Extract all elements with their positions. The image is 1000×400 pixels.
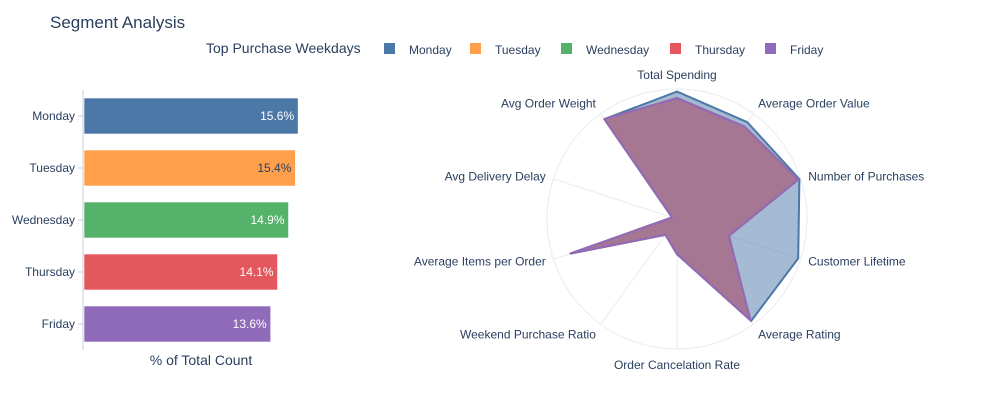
radar-axis-label-avg-delivery-delay: Avg Delivery Delay bbox=[445, 169, 546, 183]
radar-axis-label-order-cancelation-rate: Order Cancelation Rate bbox=[614, 358, 740, 372]
radar-axis-label-number-of-purchases: Number of Purchases bbox=[808, 169, 924, 183]
bar-tick-label-wednesday: Wednesday bbox=[12, 213, 75, 227]
bar-monday bbox=[83, 97, 299, 135]
bar-wednesday bbox=[83, 201, 289, 239]
bar-tick-label-monday: Monday bbox=[32, 109, 75, 123]
bar-data-label-friday: 13.6% bbox=[233, 317, 267, 331]
bar-data-label-wednesday: 14.9% bbox=[251, 213, 285, 227]
radar-axis-label-avg-order-weight: Avg Order Weight bbox=[501, 96, 597, 110]
bar-friday bbox=[83, 305, 271, 343]
radar-axis-label-average-order-value: Average Order Value bbox=[758, 96, 870, 110]
chart-title: Segment Analysis bbox=[50, 13, 185, 32]
bar-tick-label-friday: Friday bbox=[42, 317, 75, 331]
legend-swatch-friday bbox=[765, 43, 776, 54]
bar-chart: Monday 15.6% Tuesday 15.4% Wednesday 14.9% Thu… bbox=[12, 90, 299, 368]
legend-label-monday: Monday bbox=[409, 43, 452, 57]
radar-axis-label-weekend-purchase-ratio: Weekend Purchase Ratio bbox=[460, 328, 596, 342]
legend-swatch-monday bbox=[384, 43, 395, 54]
legend-swatch-thursday bbox=[670, 43, 681, 54]
bar-tick-label-tuesday: Tuesday bbox=[29, 161, 75, 175]
legend-swatch-wednesday bbox=[561, 43, 572, 54]
legend-label-tuesday: Tuesday bbox=[495, 43, 541, 57]
radar-spoke-weekend-purchase-ratio bbox=[600, 218, 678, 325]
legend-title: Top Purchase Weekdays bbox=[206, 40, 361, 56]
legend-label-thursday: Thursday bbox=[695, 43, 745, 57]
radar-spoke-avg-delivery-delay bbox=[553, 178, 678, 220]
bar-thursday bbox=[83, 253, 278, 291]
bar-data-label-thursday: 14.1% bbox=[240, 265, 274, 279]
legend-label-wednesday: Wednesday bbox=[586, 43, 649, 57]
radar-chart: Total Spending Average Order Value Number … bbox=[414, 68, 924, 372]
radar-axis-label-customer-lifetime: Customer Lifetime bbox=[808, 255, 906, 269]
bar-data-label-tuesday: 15.4% bbox=[257, 161, 291, 175]
radar-axis-label-average-rating: Average Rating bbox=[758, 328, 841, 342]
radar-axis-label-average-items-per-order: Average Items per Order bbox=[414, 255, 546, 269]
bar-data-label-monday: 15.6% bbox=[260, 109, 294, 123]
bar-tuesday bbox=[83, 149, 296, 187]
legend: Monday Tuesday Wednesday Thursday Friday bbox=[384, 43, 823, 57]
legend-swatch-tuesday bbox=[470, 43, 481, 54]
bar-x-axis-label: % of Total Count bbox=[150, 352, 253, 368]
bar-tick-label-thursday: Thursday bbox=[25, 265, 75, 279]
legend-label-friday: Friday bbox=[790, 43, 823, 57]
radar-axis-label-total-spending: Total Spending bbox=[637, 68, 716, 82]
radar-series-friday bbox=[569, 97, 800, 321]
